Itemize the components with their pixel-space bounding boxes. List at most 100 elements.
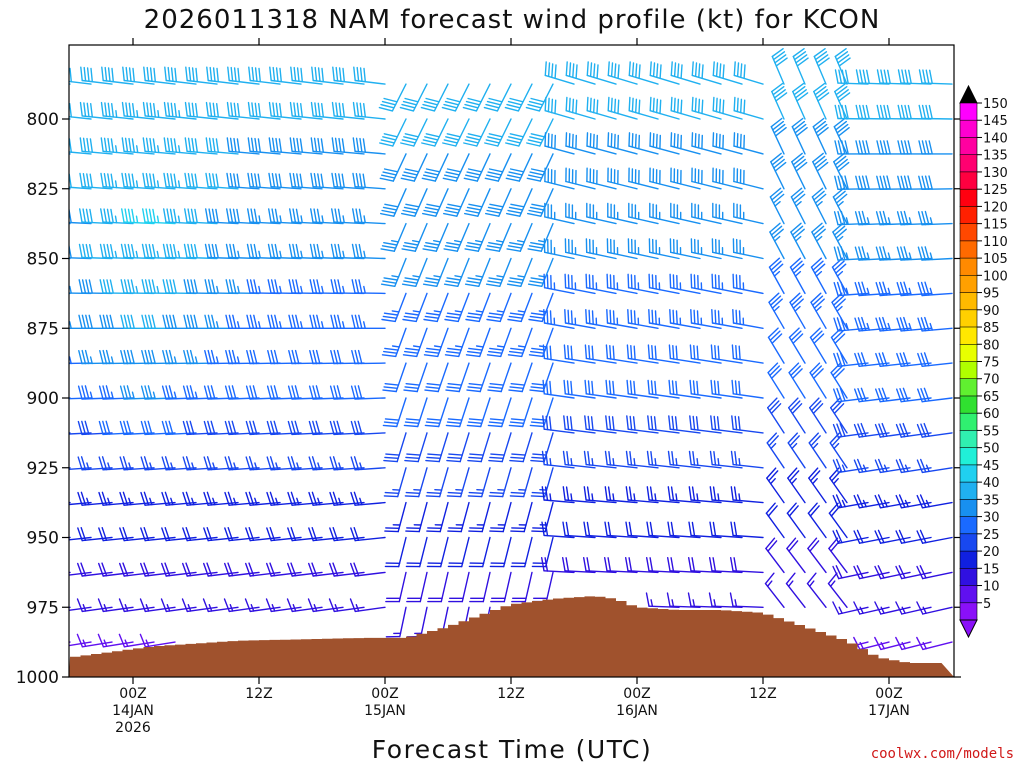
wind-barb: [140, 420, 176, 436]
barb-feather-full: [164, 562, 171, 577]
barb-feather-full: [791, 225, 804, 236]
barb-staff: [249, 467, 281, 471]
wind-barb: [352, 208, 386, 225]
wind-barb: [646, 486, 680, 504]
barb-feather-full: [336, 349, 342, 365]
colorbar-swatch: [959, 102, 978, 121]
barb-staff: [901, 606, 932, 615]
barb-staff: [606, 357, 638, 364]
barb-feather-full: [767, 540, 778, 552]
barb-feather-full: [774, 126, 787, 137]
barb-feather-full: [709, 486, 713, 501]
barb-feather-full: [904, 140, 909, 155]
barb-feather-full: [674, 416, 678, 431]
barb-feather-full: [309, 279, 314, 294]
barb-feather-full: [249, 385, 255, 400]
barb-feather-full: [207, 314, 213, 329]
barb-feather-full: [81, 314, 87, 329]
barb-staff: [711, 605, 743, 608]
barb-staff: [732, 463, 764, 469]
barb-feather-full: [161, 527, 167, 542]
barb-feather-full: [266, 527, 272, 542]
barb-staff: [565, 180, 596, 190]
barb-feather-full: [834, 190, 846, 201]
barb-feather-full: [162, 243, 167, 259]
barb-feather-full: [245, 385, 251, 400]
barb-feather-full: [862, 140, 867, 155]
barb-feather-full: [490, 453, 505, 456]
barb-feather-full: [84, 385, 90, 400]
barb-feather-full: [233, 67, 237, 83]
wind-barb: [329, 491, 365, 506]
barb-feather-full: [908, 69, 912, 85]
barb-staff: [791, 161, 806, 190]
barb-feather-full: [126, 385, 132, 400]
wind-barb: [544, 96, 575, 120]
barb-feather-full: [331, 208, 335, 223]
barb-staff: [691, 180, 722, 190]
barb-staff: [544, 109, 575, 120]
wind-barb: [810, 292, 827, 329]
barb-staff: [628, 145, 659, 155]
barb-staff: [585, 393, 617, 399]
barb-feather-full: [487, 206, 503, 211]
barb-feather-full: [205, 172, 209, 188]
barb-staff: [228, 150, 260, 155]
barb-feather-half: [866, 287, 870, 296]
wind-barb: [384, 501, 407, 533]
barb-feather-full: [249, 279, 255, 294]
colorbar-swatch: [959, 154, 978, 173]
barb-feather-full: [916, 565, 924, 580]
wind-barb: [645, 592, 680, 608]
barb-staff: [711, 428, 743, 434]
barb-feather-full: [141, 350, 146, 365]
barb-feather-half: [816, 235, 823, 242]
barb-feather-full: [666, 592, 671, 607]
barb-feather-full: [204, 279, 209, 294]
barb-staff: [207, 79, 239, 85]
barb-feather-full: [163, 172, 167, 188]
wind-barb: [310, 101, 344, 120]
barb-feather-full: [287, 456, 293, 471]
barb-feather-full: [743, 99, 746, 115]
barb-staff: [81, 571, 113, 577]
barb-feather-full: [904, 104, 909, 120]
wind-barb: [267, 279, 302, 295]
barb-feather-full: [692, 415, 696, 431]
barb-staff: [102, 536, 134, 542]
barb-staff: [333, 501, 365, 506]
wind-barb: [332, 66, 365, 85]
barb-feather-full: [771, 190, 783, 201]
barb-staff: [102, 115, 134, 120]
barb-feather-full: [144, 349, 150, 365]
barb-staff: [565, 145, 596, 155]
barb-feather-full: [586, 486, 591, 501]
barb-feather-half: [696, 493, 699, 502]
barb-feather-full: [443, 139, 458, 144]
barb-feather-full: [193, 279, 198, 294]
barb-feather-full: [207, 349, 213, 365]
barb-feather-full: [668, 344, 672, 360]
wind-barb: [385, 571, 407, 603]
barb-feather-full: [382, 424, 398, 428]
barb-feather-full: [81, 279, 87, 294]
barb-feather-half: [794, 305, 801, 312]
barb-feather-half: [433, 239, 441, 243]
barb-feather-full: [712, 486, 717, 501]
barb-feather-full: [425, 350, 440, 354]
barb-feather-full: [547, 62, 551, 78]
barb-staff: [858, 292, 890, 297]
barb-feather-full: [338, 102, 342, 118]
barb-feather-full: [99, 243, 104, 259]
barb-feather-full: [562, 557, 566, 572]
barb-feather-full: [835, 228, 847, 239]
barb-feather-full: [710, 415, 713, 430]
barb-staff: [437, 362, 449, 393]
barb-staff: [921, 536, 953, 544]
barb-feather-full: [279, 102, 282, 118]
wind-barb: [670, 132, 701, 155]
barb-feather-full: [489, 347, 504, 351]
barb-feather-full: [288, 279, 293, 294]
barb-feather-full: [248, 66, 251, 82]
barb-staff: [69, 467, 92, 470]
